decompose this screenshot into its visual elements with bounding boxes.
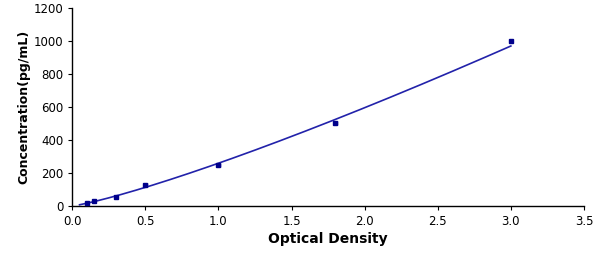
X-axis label: Optical Density: Optical Density [268,232,388,246]
Y-axis label: Concentration(pg/mL): Concentration(pg/mL) [17,30,31,184]
